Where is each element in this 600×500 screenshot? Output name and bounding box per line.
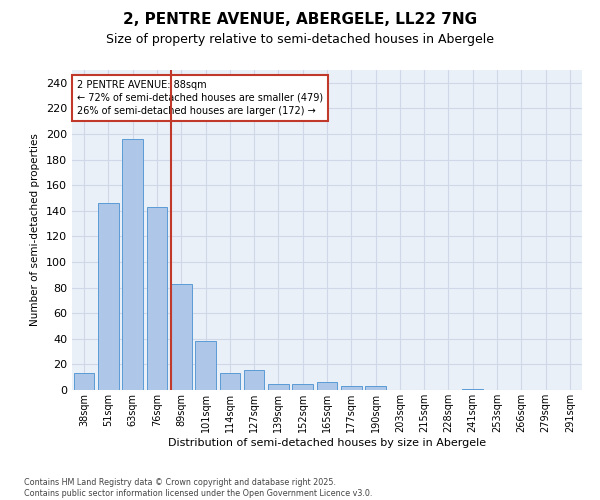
Bar xyxy=(98,203,119,390)
Text: 2 PENTRE AVENUE: 88sqm
← 72% of semi-detached houses are smaller (479)
26% of se: 2 PENTRE AVENUE: 88sqm ← 72% of semi-det… xyxy=(77,80,323,116)
Text: Size of property relative to semi-detached houses in Abergele: Size of property relative to semi-detach… xyxy=(106,32,494,46)
Bar xyxy=(463,388,483,390)
Text: Contains HM Land Registry data © Crown copyright and database right 2025.
Contai: Contains HM Land Registry data © Crown c… xyxy=(24,478,373,498)
Bar xyxy=(122,139,143,390)
Bar xyxy=(244,370,265,390)
Bar xyxy=(292,384,313,390)
X-axis label: Distribution of semi-detached houses by size in Abergele: Distribution of semi-detached houses by … xyxy=(168,438,486,448)
Bar xyxy=(171,284,191,390)
Bar xyxy=(146,207,167,390)
Bar xyxy=(220,374,240,390)
Bar xyxy=(341,386,362,390)
Bar xyxy=(365,386,386,390)
Bar xyxy=(74,374,94,390)
Text: 2, PENTRE AVENUE, ABERGELE, LL22 7NG: 2, PENTRE AVENUE, ABERGELE, LL22 7NG xyxy=(123,12,477,28)
Y-axis label: Number of semi-detached properties: Number of semi-detached properties xyxy=(31,134,40,326)
Bar xyxy=(268,384,289,390)
Bar xyxy=(317,382,337,390)
Bar xyxy=(195,342,216,390)
